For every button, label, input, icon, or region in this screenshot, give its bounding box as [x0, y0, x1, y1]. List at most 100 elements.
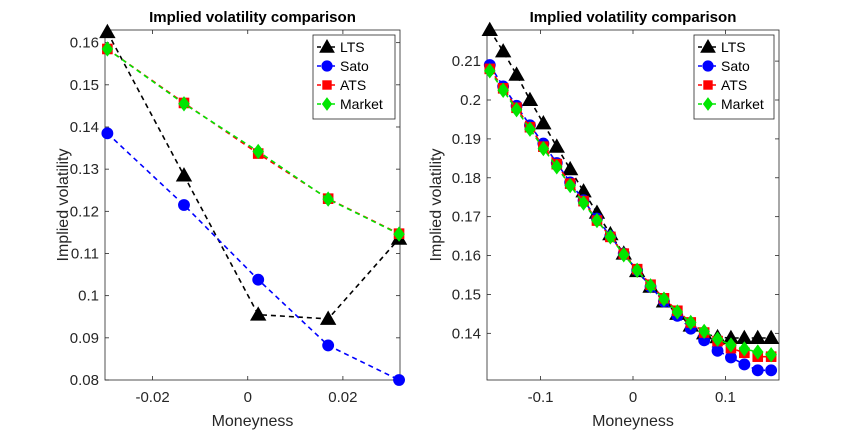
chart-title: Implied volatility comparison — [149, 9, 356, 26]
x-tick-label: -0.1 — [528, 389, 554, 406]
y-tick-label: 0.08 — [70, 372, 99, 389]
y-tick-label: 0.15 — [452, 286, 481, 303]
x-axis-label: Moneyness — [212, 413, 294, 430]
y-axis-label: Implied volatility — [55, 149, 72, 262]
legend-marker-sato — [321, 60, 333, 72]
point-market — [101, 41, 114, 57]
y-tick-label: 0.11 — [71, 245, 99, 262]
point-market — [644, 278, 657, 294]
point-market — [564, 177, 576, 194]
point-lts — [749, 329, 766, 345]
point-market — [725, 337, 737, 353]
y-tick-label: 0.19 — [452, 131, 481, 148]
legend-marker-ats — [703, 80, 713, 90]
point-market — [765, 347, 777, 363]
point-market — [671, 304, 684, 320]
legend-marker-market — [702, 97, 714, 111]
y-tick-label: 0.17 — [452, 209, 481, 226]
legend-marker-lts — [319, 38, 335, 53]
legend-label-sato: Sato — [721, 58, 750, 74]
x-axis-label: Moneyness — [592, 413, 674, 430]
y-tick-label: 0.1 — [78, 288, 99, 305]
point-sato — [393, 374, 405, 386]
point-lts — [481, 21, 498, 37]
point-lts — [494, 43, 512, 58]
series-sato — [101, 127, 405, 386]
x-tick-label: 0.02 — [328, 389, 357, 406]
y-tick-label: 0.18 — [452, 170, 481, 187]
point-sato — [322, 339, 335, 352]
series-line-market — [489, 70, 772, 356]
point-market — [178, 96, 190, 112]
point-market — [524, 121, 536, 137]
point-sato — [178, 199, 190, 211]
point-market — [252, 143, 264, 160]
legend-label-lts: LTS — [340, 39, 365, 55]
legend-label-sato: Sato — [340, 58, 369, 74]
point-lts — [175, 167, 193, 182]
point-market — [393, 226, 405, 242]
chart-title: Implied volatility comparison — [530, 9, 737, 26]
point-market — [631, 262, 643, 279]
legend-marker-market — [321, 97, 333, 111]
point-market — [711, 331, 724, 347]
y-tick-label: 0.2 — [460, 92, 481, 109]
legend: LTS Sato ATS Market — [312, 34, 396, 120]
point-market — [591, 212, 603, 229]
point-market — [658, 291, 670, 307]
point-market — [738, 341, 751, 357]
point-market — [577, 195, 590, 211]
legend: LTS Sato ATS Market — [693, 34, 775, 120]
point-market — [322, 191, 334, 207]
point-sato — [751, 364, 764, 377]
point-lts — [535, 115, 552, 130]
legend-label-ats: ATS — [340, 77, 366, 93]
chart-right: 0.14 0.15 0.16 0.17 0.18 0.19 0.2 0.21 -0.1 0 0.1 I… — [428, 9, 780, 430]
point-sato — [738, 358, 751, 371]
point-market — [551, 159, 563, 175]
series-line-lts — [106, 31, 400, 320]
y-tick-label: 0.14 — [452, 325, 481, 342]
point-sato — [101, 127, 114, 140]
point-lts — [561, 160, 579, 176]
legend-label-ats: ATS — [721, 77, 747, 93]
series-market — [101, 41, 405, 242]
x-tick-label: -0.02 — [135, 389, 169, 406]
point-market — [618, 247, 630, 263]
y-axis-label: Implied volatility — [428, 149, 445, 262]
chart-left: 0.08 0.09 0.1 0.11 0.12 0.13 0.14 0.15 0.16 -0.02… — [55, 9, 408, 430]
legend-marker-ats — [322, 80, 332, 90]
point-market — [751, 344, 764, 360]
point-market — [497, 82, 509, 98]
legend-marker-lts — [700, 38, 716, 53]
point-sato — [252, 273, 265, 286]
point-sato — [711, 344, 724, 357]
x-tick-label: 0 — [629, 389, 637, 406]
y-tick-label: 0.09 — [70, 330, 99, 347]
point-market — [484, 63, 496, 79]
legend-label-lts: LTS — [721, 39, 746, 55]
y-tick-label: 0.12 — [70, 203, 99, 220]
y-tick-label: 0.16 — [70, 35, 99, 52]
point-market — [537, 140, 550, 157]
legend-label-market: Market — [721, 96, 764, 112]
point-sato — [765, 364, 778, 377]
point-lts — [319, 310, 337, 325]
point-market — [604, 229, 617, 245]
series-lts — [99, 23, 408, 325]
series-line-sato — [489, 64, 772, 372]
point-lts — [99, 23, 116, 39]
point-lts — [548, 138, 565, 153]
y-tick-label: 0.15 — [70, 77, 99, 94]
point-market — [685, 314, 697, 331]
legend-marker-sato — [702, 60, 714, 72]
y-tick-label: 0.16 — [452, 248, 481, 265]
y-tick-label: 0.14 — [70, 119, 99, 136]
point-market — [510, 102, 523, 118]
point-market — [698, 323, 710, 340]
y-tick-label: 0.21 — [452, 53, 481, 70]
legend-label-market: Market — [340, 96, 383, 112]
series-market — [484, 63, 777, 363]
point-sato — [725, 351, 737, 364]
